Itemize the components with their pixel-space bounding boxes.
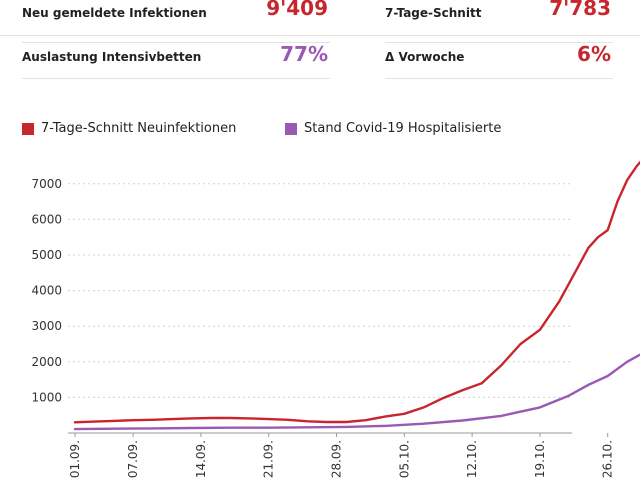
kpi-value: 9'409 [266, 0, 328, 20]
legend-label: Stand Covid-19 Hospitalisierte [304, 121, 502, 136]
y-tick-label: 1000 [31, 390, 62, 404]
x-tick-label: 12.10. [465, 440, 479, 478]
kpi-value: 6% [577, 42, 611, 66]
x-tick-label: 28.09. [330, 440, 344, 478]
y-tick-label: 4000 [31, 284, 62, 298]
y-tick-label: 2000 [31, 355, 62, 369]
y-tick-label: 6000 [31, 212, 62, 226]
kpi-value: 77% [280, 42, 328, 66]
kpi-delta-prev-week: Δ Vorwoche 6% [385, 36, 613, 79]
legend-item-infections: 7-Tage-Schnitt Neuinfektionen [22, 121, 236, 136]
legend-swatch [285, 122, 297, 135]
kpi-seven-day-avg: 7-Tage-Schnitt 7'783 [385, 0, 613, 43]
y-tick-label: 5000 [31, 248, 62, 262]
y-tick-label: 3000 [31, 319, 62, 333]
x-tick-label: 05.10. [397, 440, 411, 478]
x-tick-label: 21.09. [262, 440, 276, 478]
y-tick-label: 7000 [31, 177, 62, 191]
kpi-label: Auslastung Intensivbetten [22, 50, 202, 64]
legend-item-hospitalized: Stand Covid-19 Hospitalisierte [285, 121, 501, 136]
x-tick-label: 26.10. [601, 440, 615, 478]
x-tick-label: 07.09. [126, 440, 140, 478]
x-tick-label: 01.09. [68, 440, 82, 478]
kpi-icu-utilization: Auslastung Intensivbetten 77% [22, 36, 330, 79]
kpi-label: 7-Tage-Schnitt [385, 6, 482, 20]
kpi-row-2: Auslastung Intensivbetten 77% Δ Vorwoche… [0, 35, 640, 79]
series-line-1 [73, 353, 640, 431]
kpi-label: Neu gemeldete Infektionen [22, 6, 207, 20]
kpi-row-1: Neu gemeldete Infektionen 9'409 7-Tage-S… [0, 0, 640, 43]
chart-legend: 7-Tage-Schnitt Neuinfektionen Stand Covi… [22, 121, 622, 141]
x-tick-label: 19.10. [533, 440, 547, 478]
kpi-value: 7'783 [549, 0, 611, 20]
line-chart: 1000 2000 3000 4000 5000 6000 7000 01.09. 07.09.… [31, 160, 640, 478]
x-tick-label: 14.09. [194, 440, 208, 478]
kpi-new-infections: Neu gemeldete Infektionen 9'409 [22, 0, 330, 43]
series-line-0 [73, 160, 640, 424]
kpi-label: Δ Vorwoche [385, 50, 465, 64]
legend-swatch [22, 122, 34, 135]
legend-label: 7-Tage-Schnitt Neuinfektionen [41, 121, 237, 136]
